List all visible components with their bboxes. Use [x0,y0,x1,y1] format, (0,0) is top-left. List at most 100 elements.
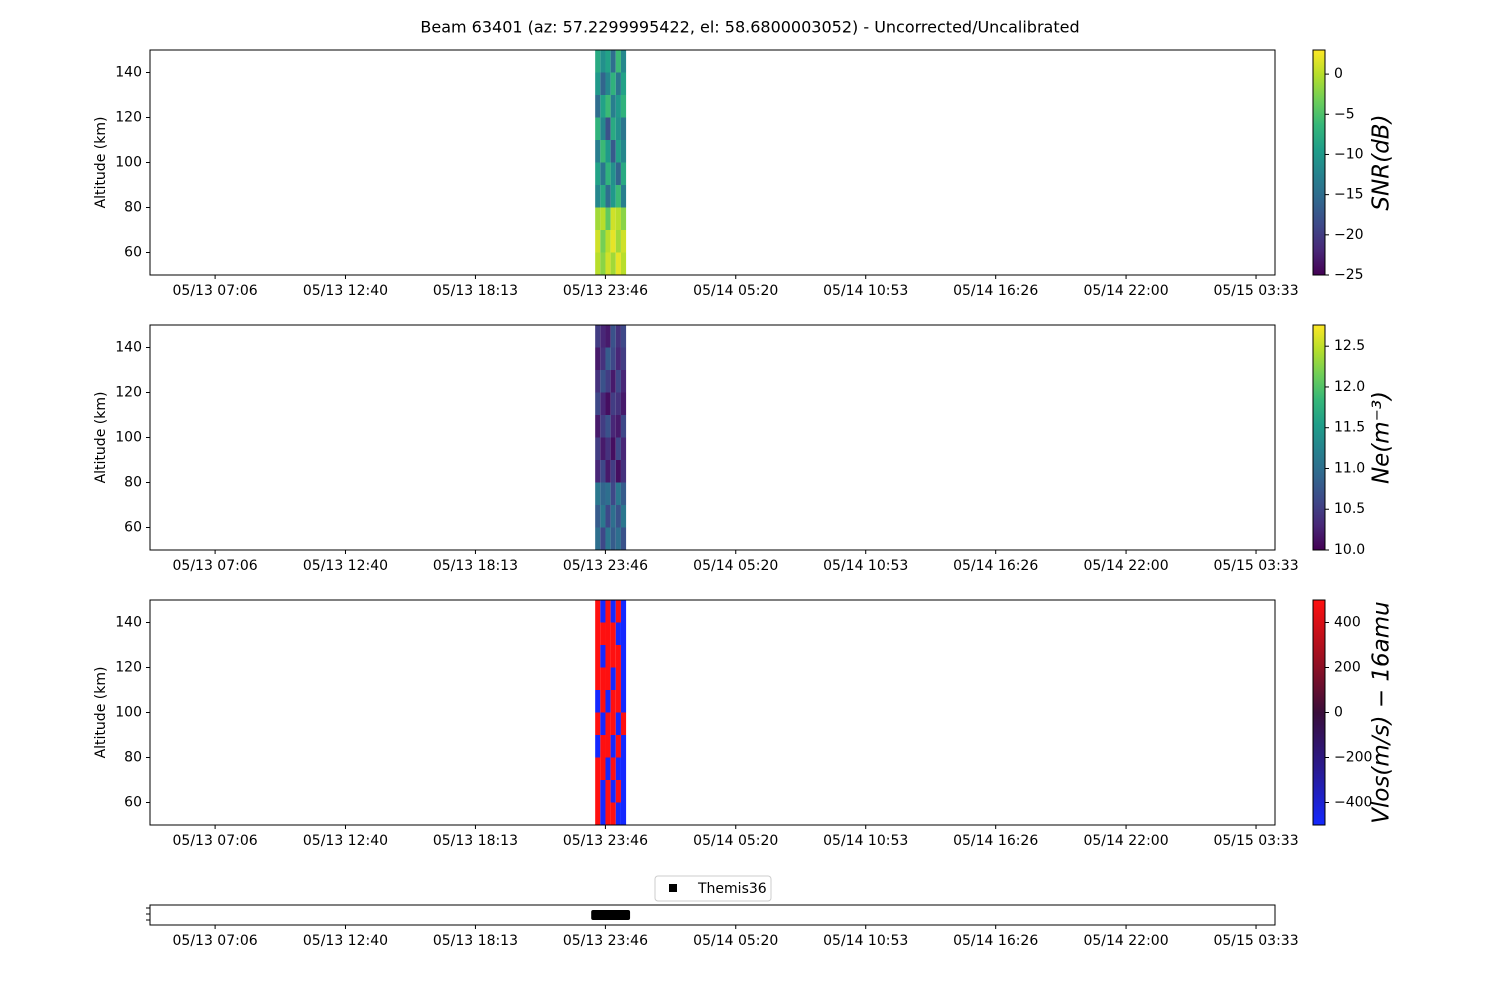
x-tick-label: 05/14 22:00 [1083,933,1168,949]
heatmap-cell [615,505,621,528]
heatmap-cell [595,712,601,735]
heatmap-cell [595,392,601,415]
heatmap-cell [600,370,606,393]
colorbar-label: Vlos(m/s) − 16amu [1369,601,1395,824]
colorbar-tick-label: 400 [1334,615,1361,631]
heatmap-cell [610,207,616,230]
heatmap-cell [595,162,601,185]
x-tick-label: 05/13 18:13 [433,283,518,299]
heatmap-cell [595,600,601,623]
heatmap-cell [610,757,616,780]
heatmap-cell [600,415,606,438]
heatmap-cell [595,347,601,370]
heatmap-cell [620,460,627,483]
heatmap-cell [615,527,621,550]
y-tick-label: 60 [124,245,142,261]
y-tick-label: 60 [124,795,142,811]
x-tick-label: 05/14 10:53 [823,833,908,849]
heatmap-cell [595,230,601,253]
heatmap-cell [610,230,616,253]
heatmap-cell [620,207,627,230]
heatmap-cell [620,600,627,623]
heatmap-cell [615,347,621,370]
heatmap-cell [595,482,601,505]
x-tick-label: 05/14 16:26 [953,558,1038,574]
heatmap-cell [605,460,611,483]
heatmap-cell [610,667,616,690]
heatmap-cell [615,392,621,415]
y-tick-label: 120 [115,385,142,401]
heatmap-cell [595,802,601,825]
x-tick-label: 05/14 10:53 [823,558,908,574]
heatmap-cell [620,667,627,690]
heatmap-cell [610,645,616,668]
heatmap-cell [600,392,606,415]
x-tick-label: 05/15 03:33 [1213,558,1298,574]
heatmap-cell [615,622,621,645]
heatmap-cell [595,527,601,550]
x-tick-label: 05/14 16:26 [953,933,1038,949]
x-tick-label: 05/14 16:26 [953,283,1038,299]
heatmap-cell [600,347,606,370]
heatmap-cell [605,415,611,438]
heatmap-cell [615,50,621,73]
x-tick-label: 05/14 05:20 [693,833,778,849]
heatmap-cell [600,780,606,803]
heatmap-cell [610,437,616,460]
heatmap-cell [620,415,627,438]
x-tick-label: 05/13 07:06 [173,833,258,849]
heatmap-cell [615,802,621,825]
heatmap-cell [605,600,611,623]
heatmap-cell [615,712,621,735]
heatmap-cell [610,252,616,275]
heatmap-cell [605,667,611,690]
colorbar-tick-label: 0 [1334,66,1343,82]
heatmap-cell [615,162,621,185]
heatmap-cell [620,482,627,505]
colorbar-tick-label: −5 [1334,106,1355,122]
heatmap-cell [620,230,627,253]
heatmap-cell [605,162,611,185]
heatmap-cell [610,505,616,528]
heatmap-cell [620,527,627,550]
x-tick-label: 05/13 23:46 [563,283,648,299]
heatmap-cell [620,117,627,140]
heatmap-cell [600,252,606,275]
heatmap-cell [620,72,627,95]
x-tick-label: 05/13 23:46 [563,833,648,849]
heatmap-cell [605,712,611,735]
heatmap-cell [620,370,627,393]
heatmap-cell [610,712,616,735]
heatmap-cell [615,482,621,505]
heatmap-cell [595,622,601,645]
x-tick-label: 05/13 18:13 [433,833,518,849]
colorbar-tick-label: −200 [1334,750,1372,766]
heatmap-cell [620,95,627,118]
heatmap-cell [615,117,621,140]
heatmap-cell [610,482,616,505]
axes-frame [149,904,1276,926]
heatmap-cell [610,72,616,95]
axes-frame [149,324,1276,551]
heatmap-cell [615,735,621,758]
colorbar-tick-label: 10.5 [1334,501,1365,517]
colorbar-tick-label: 12.0 [1334,379,1365,395]
heatmap-cell [600,207,606,230]
heatmap-cell [605,437,611,460]
heatmap-cell [600,712,606,735]
heatmap-cell [615,185,621,208]
heatmap-cell [620,185,627,208]
legend-box [654,875,772,902]
heatmap-cell [600,185,606,208]
axes-frame [149,599,1276,826]
colorbar-tick-label: −400 [1334,795,1372,811]
heatmap-cell [600,505,606,528]
heatmap-cell [610,690,616,713]
heatmap-cell [620,757,627,780]
colorbar-tick-label: −10 [1334,146,1364,162]
colorbar-tick-label: 11.5 [1334,420,1365,436]
heatmap-cell [615,667,621,690]
heatmap-cell [605,690,611,713]
heatmap-cell [605,802,611,825]
y-tick-label: 100 [115,430,142,446]
